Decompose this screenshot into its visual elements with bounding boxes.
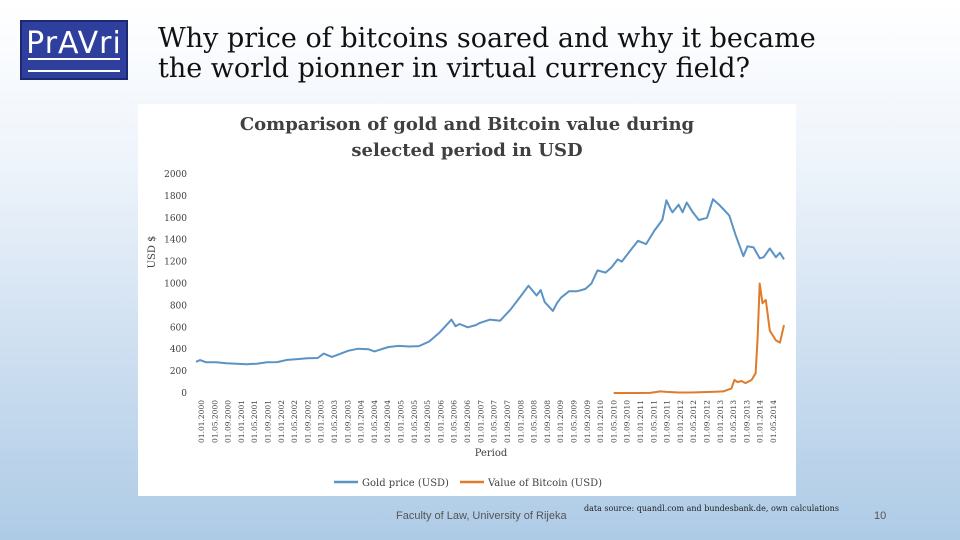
slide-title-line1: Why price of bitcoins soared and why it … (158, 23, 816, 54)
y-tick-label: 800 (170, 301, 187, 311)
logo-text: PrAVri (26, 26, 122, 61)
x-tick-label: 01.01.2013 (716, 400, 725, 443)
x-tick-label: 01.09.2012 (702, 400, 711, 443)
x-tick-label: 01.09.2007 (503, 400, 512, 443)
x-tick-label: 01.05.2003 (330, 400, 339, 443)
slide-title-line2: the world pionner in virtual currency fi… (158, 53, 750, 84)
chart-title-line1: Comparison of gold and Bitcoin value dur… (240, 114, 695, 135)
y-tick-label: 1000 (164, 280, 187, 290)
x-tick-label: 01.05.2008 (530, 400, 539, 443)
x-tick-label: 01.01.2004 (357, 400, 366, 443)
x-tick-label: 01.05.2000 (210, 400, 219, 443)
bitcoin-value-series-line (613, 282, 785, 394)
x-tick-label: 01.09.2001 (264, 400, 273, 443)
x-tick-label: 01.05.2005 (410, 400, 419, 443)
x-tick-label: 01.01.2012 (676, 400, 685, 443)
x-tick-label: 01.01.2008 (516, 400, 525, 443)
x-tick-label: 01.05.2009 (569, 400, 578, 443)
x-tick-label: 01.05.2010 (609, 400, 618, 443)
x-tick-label: 01.05.2014 (769, 400, 778, 443)
y-tick-label: 1400 (164, 236, 187, 246)
x-tick-label: 01.09.2006 (463, 400, 472, 443)
y-tick-label: 1600 (164, 214, 187, 224)
x-tick-label: 01.09.2002 (303, 400, 312, 443)
x-tick-label: 01.09.2010 (623, 400, 632, 443)
x-tick-label: 01.01.2006 (436, 400, 445, 443)
x-tick-label: 01.01.2001 (237, 400, 246, 443)
x-tick-label: 01.01.2000 (197, 400, 206, 443)
pravri-logo: PrAVri (20, 20, 128, 80)
x-tick-label: 01.05.2007 (490, 400, 499, 443)
x-tick-label: 01.01.2003 (317, 400, 326, 443)
x-tick-label: 01.09.2013 (742, 400, 751, 443)
page-number: 10 (874, 510, 887, 522)
x-tick-label: 01.01.2009 (556, 400, 565, 443)
x-tick-label: 01.01.2007 (476, 400, 485, 443)
x-tick-label: 01.01.2002 (277, 400, 286, 443)
x-tick-label: 01.05.2001 (250, 400, 259, 443)
x-tick-label: 01.05.2002 (290, 400, 299, 443)
x-tick-label: 01.05.2013 (729, 400, 738, 443)
x-tick-label: 01.01.2010 (596, 400, 605, 443)
x-tick-label: 01.05.2012 (689, 400, 698, 443)
x-axis-label: Period (475, 448, 508, 459)
comparison-chart: Comparison of gold and Bitcoin value dur… (147, 114, 785, 489)
y-tick-label: 600 (170, 323, 187, 333)
x-tick-label: 01.09.2003 (343, 400, 352, 443)
gold-price-series-line (195, 198, 785, 366)
chart-container: Comparison of gold and Bitcoin value dur… (138, 104, 796, 496)
logo-decorative-strip (28, 58, 120, 72)
y-tick-label: 400 (170, 345, 187, 355)
x-tick-label: 01.05.2006 (450, 400, 459, 443)
x-tick-label: 01.01.2011 (636, 400, 645, 443)
y-tick-label: 0 (181, 389, 187, 399)
x-tick-label: 01.09.2011 (663, 400, 672, 443)
y-tick-label: 2000 (164, 170, 187, 180)
footer-faculty: Faculty of Law, University of Rijeka (396, 510, 567, 522)
legend-bitcoin-label: Value of Bitcoin (USD) (487, 478, 602, 489)
y-tick-label: 1800 (164, 192, 187, 202)
y-tick-label: 1200 (164, 258, 187, 268)
x-tick-label: 01.05.2011 (649, 400, 658, 443)
slide-title: Why price of bitcoins soared and why it … (158, 24, 878, 84)
y-tick-label: 200 (170, 367, 187, 377)
x-tick-label: 01.09.2005 (423, 400, 432, 443)
x-tick-label: 01.01.2014 (756, 400, 765, 443)
chart-title-line2: selected period in USD (351, 140, 582, 161)
x-tick-label: 01.09.2009 (583, 400, 592, 443)
x-tick-label: 01.09.2008 (543, 400, 552, 443)
x-tick-label: 01.01.2005 (397, 400, 406, 443)
footer-data-source: data source: quandl.com and bundesbank.d… (584, 504, 839, 513)
x-tick-label: 01.09.2000 (224, 400, 233, 443)
y-axis-label: USD $ (147, 236, 158, 269)
x-tick-label: 01.09.2004 (383, 400, 392, 443)
legend-gold-label: Gold price (USD) (362, 478, 449, 489)
x-tick-label: 01.05.2004 (370, 400, 379, 443)
